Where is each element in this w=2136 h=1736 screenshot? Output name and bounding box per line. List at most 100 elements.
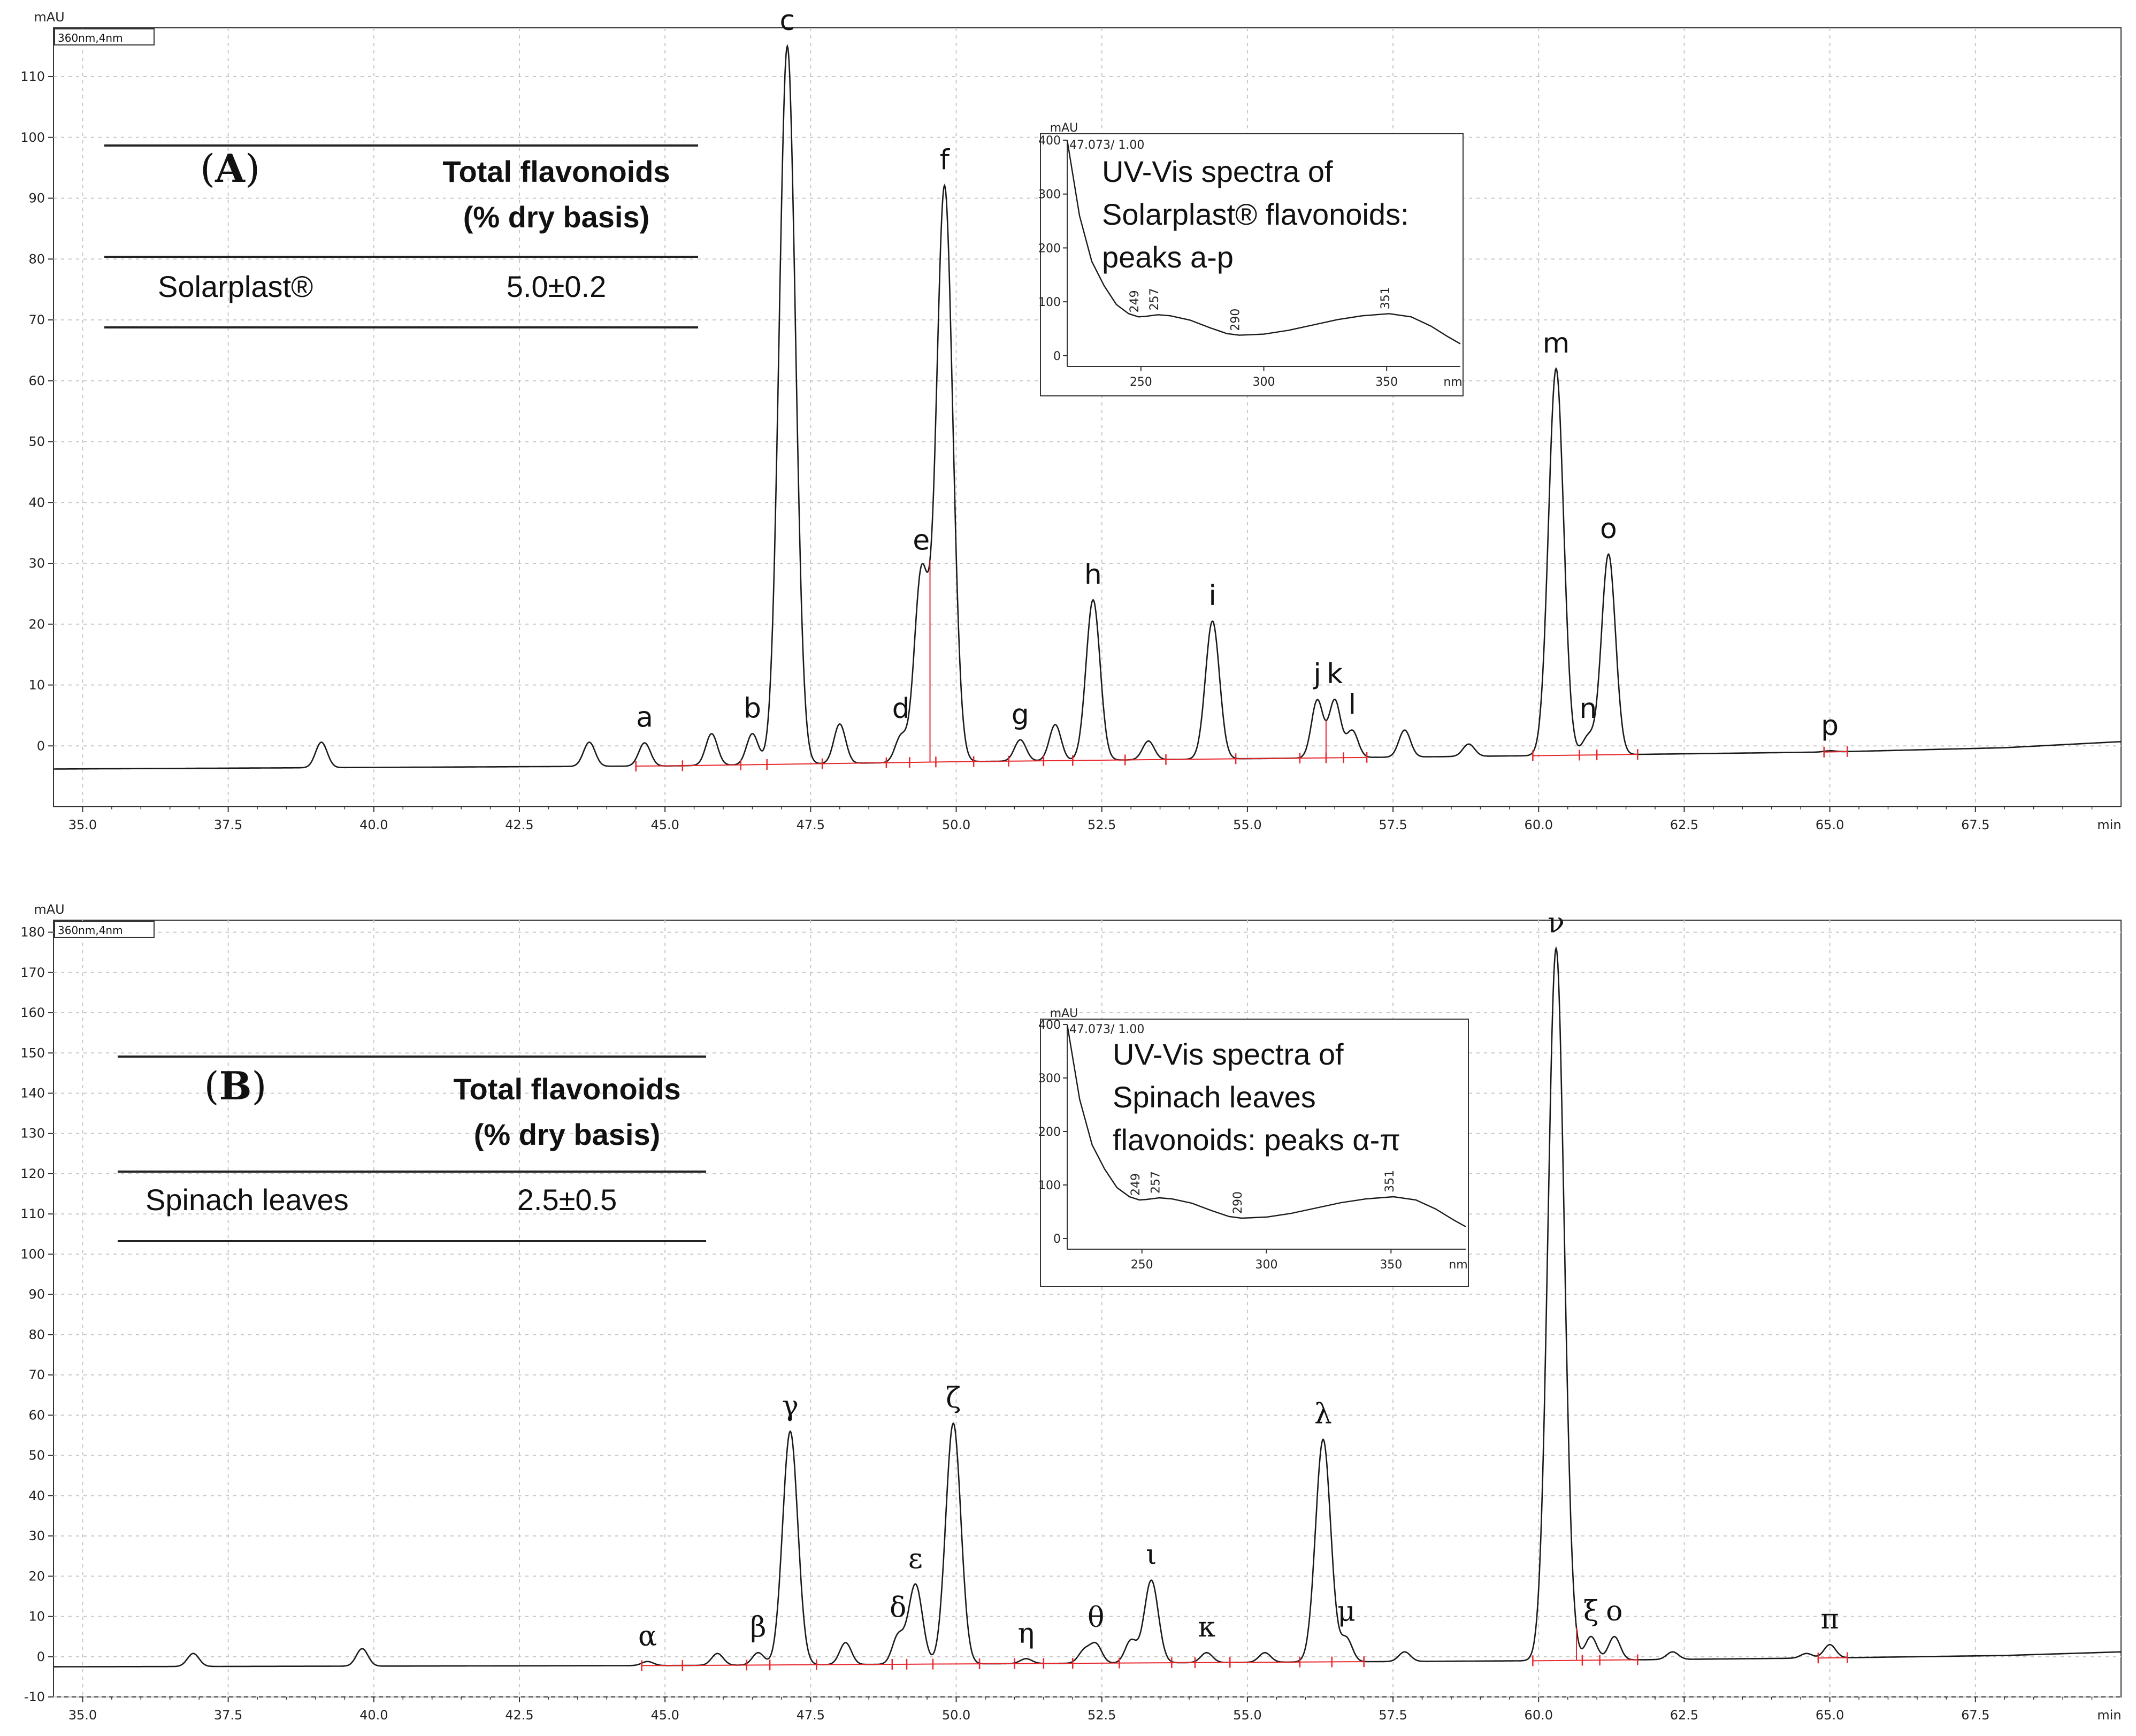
table-header-line2: (% dry basis) <box>463 200 650 234</box>
y-tick-label: 110 <box>20 1206 45 1221</box>
inset-caption-line: Spinach leaves <box>1113 1080 1316 1114</box>
x-tick-label: 42.5 <box>505 817 533 832</box>
peak-label: α <box>638 1620 657 1653</box>
table-header-line2: (% dry basis) <box>474 1118 661 1151</box>
peak-label: m <box>1543 327 1570 360</box>
y-tick-label: 160 <box>20 1005 45 1020</box>
inset-peak-wavelength: 290 <box>1229 309 1243 331</box>
inset-peak-wavelength: 249 <box>1128 290 1142 312</box>
y-tick-label: 70 <box>28 1367 45 1382</box>
detector-tag-box <box>54 921 155 938</box>
detector-tag-box <box>54 28 155 45</box>
uv-vis-inset: 0 100 200 300 400 250 300 350 mAU nm 47.073/ 1.00 2… <box>1038 121 1464 396</box>
x-tick-label: 60.0 <box>1525 817 1553 832</box>
summary-table: (A) Total flavonoids (% dry basis) Solarpla… <box>104 144 698 328</box>
integration-marks <box>641 1628 1848 1671</box>
x-tick-label: 35.0 <box>68 1708 97 1723</box>
table-row-value: 2.5±0.5 <box>517 1183 617 1217</box>
table-row-value: 5.0±0.2 <box>507 270 606 303</box>
y-tick-label: 60 <box>28 1408 45 1423</box>
y-tick-label: 110 <box>20 69 45 84</box>
x-tick-label: 45.0 <box>650 1708 679 1723</box>
y-tick-label: 100 <box>20 1246 45 1261</box>
chromatogram-panel-b: 35.0 37.5 40.0 42.5 45.0 47.5 50.0 52.5 55.0 57.5… <box>20 902 2122 1723</box>
x-tick-label: 62.5 <box>1670 1708 1698 1723</box>
y-tick-label: 20 <box>28 1569 45 1584</box>
peak-label: i <box>1208 580 1216 612</box>
peak-label: θ <box>1088 1602 1104 1634</box>
peak-label: a <box>636 702 653 734</box>
x-tick-label: 65.0 <box>1816 1708 1844 1723</box>
inset-caption-line: Solarplast® flavonoids: <box>1102 197 1409 231</box>
x-tick-label: 60.0 <box>1525 1708 1553 1723</box>
inset-peak-wavelength: 351 <box>1383 1170 1397 1192</box>
x-tick-label: 67.5 <box>1961 1708 1989 1723</box>
x-tick-label: 40.0 <box>359 1708 388 1723</box>
inset-x-tick-label: 300 <box>1255 1258 1278 1272</box>
peak-label: η <box>1018 1618 1035 1650</box>
plot-frame <box>53 27 2122 807</box>
y-tick-label: 120 <box>20 1166 45 1181</box>
detector-tag: 360nm,4nm <box>58 32 123 44</box>
inset-x-unit: nm <box>1443 376 1462 389</box>
peak-label: n <box>1579 693 1597 725</box>
inset-x-tick-label: 250 <box>1130 376 1152 389</box>
inset-tag: 47.073/ 1.00 <box>1069 139 1144 152</box>
inset-peak-wavelength: 257 <box>1148 288 1161 310</box>
integration-baseline <box>1597 754 1638 756</box>
inset-x-unit: nm <box>1449 1258 1467 1272</box>
x-axis-unit: min <box>2097 1708 2121 1723</box>
inset-y-unit: mAU <box>1050 1007 1078 1020</box>
x-tick-label: 47.5 <box>797 817 825 832</box>
y-tick-label: 50 <box>28 1448 45 1463</box>
inset-y-tick-label: 100 <box>1038 296 1061 309</box>
x-tick-label: 40.0 <box>359 817 388 832</box>
y-tick-label: 150 <box>20 1045 45 1060</box>
x-tick-label: 57.5 <box>1379 1708 1407 1723</box>
x-tick-label: 50.0 <box>942 1708 970 1723</box>
peak-label: e <box>913 524 930 556</box>
inset-y-tick-label: 300 <box>1038 188 1061 202</box>
integration-baseline <box>974 760 1009 762</box>
x-tick-label: 50.0 <box>942 817 970 832</box>
y-tick-label: 130 <box>20 1126 45 1141</box>
integration-baseline <box>1236 758 1300 760</box>
integration-baseline <box>682 764 741 767</box>
integration-baseline <box>822 762 886 764</box>
y-tick-label: 80 <box>28 1327 45 1342</box>
inset-y-tick-label: 400 <box>1038 134 1061 148</box>
peak-label: p <box>1821 709 1839 741</box>
inset-y-tick-label: 0 <box>1053 350 1061 363</box>
peak-label: ζ <box>946 1382 961 1414</box>
peak-label: c <box>780 5 795 37</box>
inset-peak-wavelength: 351 <box>1379 287 1392 309</box>
x-tick-label: 55.0 <box>1233 817 1261 832</box>
inset-y-tick-label: 200 <box>1038 1126 1061 1139</box>
inset-tag: 47.073/ 1.00 <box>1069 1023 1144 1036</box>
x-tick-label: 67.5 <box>1961 817 1989 832</box>
y-tick-label: 180 <box>20 925 45 940</box>
integration-baseline <box>1299 757 1326 759</box>
inset-y-tick-label: 200 <box>1038 242 1061 255</box>
chromatogram-trace <box>53 946 2122 1668</box>
y-tick-label: 20 <box>28 617 45 632</box>
chromatogram-panel-a: 35.0 37.5 40.0 42.5 45.0 47.5 50.0 52.5 55.0 57.5… <box>20 5 2122 832</box>
inset-spectrum <box>1066 1024 1466 1228</box>
inset-y-tick-label: 300 <box>1038 1072 1061 1085</box>
peak-label: δ <box>890 1592 906 1624</box>
y-axis-unit: mAU <box>34 902 64 917</box>
integration-baseline <box>816 1663 892 1665</box>
inset-caption-line: UV-Vis spectra of <box>1102 155 1333 188</box>
peak-label: λ <box>1314 1398 1332 1430</box>
table-row-name: Spinach leaves <box>146 1183 349 1217</box>
y-tick-label: 100 <box>20 130 45 145</box>
inset-caption-line: peaks a-p <box>1102 240 1234 274</box>
x-tick-label: 37.5 <box>214 817 242 832</box>
panel-letter: (A) <box>200 146 260 191</box>
peak-label: ν <box>1548 907 1565 939</box>
y-tick-label: 40 <box>28 495 45 510</box>
peak-label: κ <box>1198 1611 1215 1643</box>
peak-label: π <box>1821 1603 1839 1635</box>
x-tick-label: 42.5 <box>505 1708 533 1723</box>
